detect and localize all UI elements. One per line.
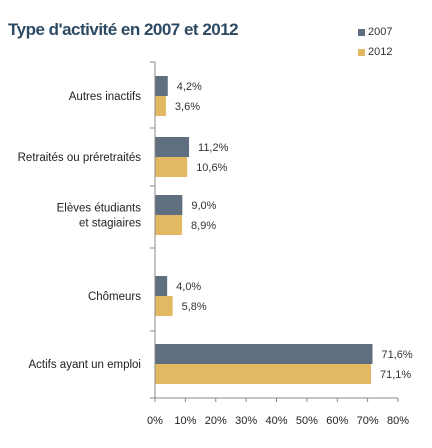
category-label-1-0: Retraités ou préretraités <box>18 152 142 164</box>
bar-2007-4 <box>155 344 373 364</box>
bar-2012-1 <box>155 157 188 177</box>
data-label-2007-0: 4,2% <box>177 81 202 93</box>
bar-2007-0 <box>155 76 168 96</box>
category-label-4-0: Actifs ayant un emploi <box>28 359 141 371</box>
legend-label-2012: 2012 <box>368 46 393 58</box>
x-tick-label-0: 0% <box>147 415 163 427</box>
bar-2012-0 <box>155 96 166 116</box>
x-tick-label-2: 20% <box>205 415 227 427</box>
bar-2012-3 <box>155 296 173 316</box>
bar-2012-2 <box>155 215 183 235</box>
data-label-2007-2: 9,0% <box>191 200 216 212</box>
bar-2012-4 <box>155 364 371 384</box>
data-label-2007-1: 11,2% <box>198 142 229 154</box>
x-tick-label-5: 50% <box>296 415 318 427</box>
legend-label-2007: 2007 <box>368 26 393 38</box>
bar-2007-3 <box>155 276 168 296</box>
legend: 2007 2012 <box>358 22 392 62</box>
category-label-2-0: Elèves étudiants <box>57 203 142 215</box>
legend-swatch-2012 <box>358 48 365 56</box>
x-tick-label-4: 40% <box>265 415 287 427</box>
data-label-2012-1: 10,6% <box>196 162 227 174</box>
data-label-2012-0: 3,6% <box>175 101 200 113</box>
legend-swatch-2007 <box>358 28 365 36</box>
category-label-0-0: Autres inactifs <box>69 91 141 103</box>
data-label-2007-3: 4,0% <box>176 281 201 293</box>
legend-item-2007: 2007 <box>358 22 392 42</box>
x-tick-label-8: 80% <box>387 415 409 427</box>
category-label-2-1: et stagiaires <box>79 218 141 230</box>
category-label-3-0: Chômeurs <box>88 291 141 303</box>
data-label-2012-3: 5,8% <box>182 301 207 313</box>
bar-2007-1 <box>155 137 190 157</box>
x-tick-label-7: 70% <box>357 415 379 427</box>
x-tick-label-6: 60% <box>326 415 348 427</box>
x-tick-label-3: 30% <box>235 415 257 427</box>
x-tick-label-1: 10% <box>174 415 196 427</box>
bar-2007-2 <box>155 195 183 215</box>
data-label-2007-4: 71,6% <box>381 349 412 361</box>
legend-item-2012: 2012 <box>358 42 392 62</box>
data-label-2012-4: 71,1% <box>380 369 411 381</box>
chart-title: Type d'activité en 2007 et 2012 <box>8 20 239 39</box>
data-label-2012-2: 8,9% <box>191 220 216 232</box>
